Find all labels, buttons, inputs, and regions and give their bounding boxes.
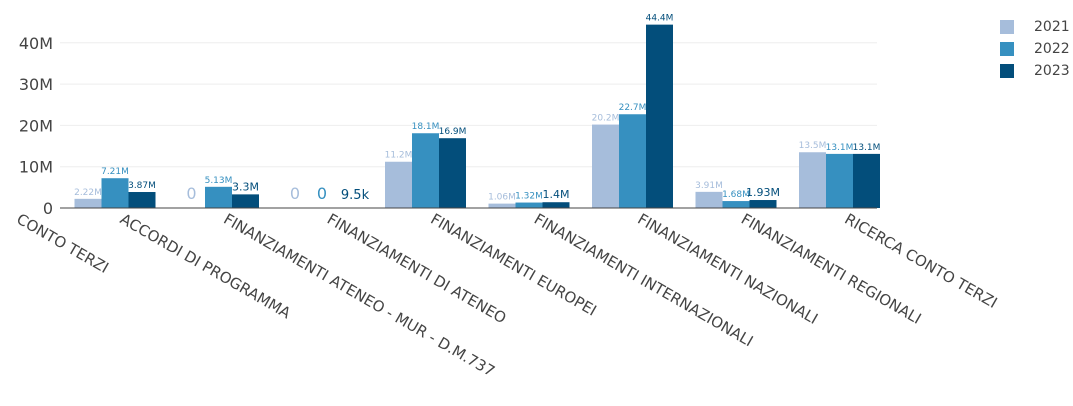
x-tick-label: FINANZIAMENTI NAZIONALI [635, 210, 822, 328]
data-label: 0 [317, 184, 327, 203]
x-tick-label: CONTO TERZI [14, 210, 112, 277]
legend-label-2023: 2023 [1034, 63, 1070, 79]
bar-2021-6 [592, 124, 619, 208]
y-tick-label: 0 [43, 199, 53, 218]
data-label: 18.1M [412, 122, 440, 132]
bar-2023-5 [542, 202, 570, 208]
data-label: 16.9M [439, 127, 467, 137]
data-label: 3.3M [232, 180, 259, 193]
bar-2022-1 [101, 178, 129, 208]
data-label: 22.7M [619, 103, 647, 113]
bar-2023-2 [232, 194, 259, 208]
bar-2022-2 [205, 186, 232, 208]
bar-2023-6 [646, 24, 673, 208]
bar-2022-8 [826, 153, 853, 208]
legend-label-2022: 2022 [1034, 41, 1070, 57]
bar-2023-7 [749, 200, 777, 208]
data-label: 2.22M [74, 188, 102, 198]
data-label: 1.93M [746, 186, 780, 199]
y-tick-label: 30M [19, 75, 53, 94]
legend: 2021 2022 2023 [1000, 16, 1070, 82]
legend-swatch-2023 [1000, 64, 1014, 78]
data-label: 1.4M [543, 188, 570, 201]
data-label: 9.5k [341, 188, 370, 203]
x-tick-label: FINANZIAMENTI DI ATENEO [324, 210, 509, 327]
data-label: 11.2M [385, 151, 413, 161]
bar-2022-7 [722, 201, 750, 208]
data-label: 7.21M [101, 167, 129, 177]
legend-item-2022[interactable]: 2022 [1000, 38, 1070, 60]
y-tick-label: 40M [19, 34, 53, 53]
data-label: 0 [290, 184, 300, 203]
legend-label-2021: 2021 [1034, 19, 1070, 35]
bar-2023-8 [853, 153, 880, 208]
data-label: 0 [186, 184, 196, 203]
legend-swatch-2021 [1000, 20, 1014, 34]
bar-2022-6 [619, 114, 646, 208]
data-label: 1.32M [515, 192, 543, 202]
x-tick-label: ACCORDI DI PROGRAMMA [117, 210, 294, 323]
legend-item-2021[interactable]: 2021 [1000, 16, 1070, 38]
data-label: 13.5M [799, 141, 827, 151]
bar-2021-1 [74, 198, 102, 208]
bar-2021-5 [488, 203, 516, 208]
legend-item-2023[interactable]: 2023 [1000, 60, 1070, 82]
x-tick-label: FINANZIAMENTI EUROPEI [428, 210, 600, 320]
bar-2023-1 [128, 192, 156, 208]
bar-2021-4 [385, 161, 412, 208]
x-tick-label: FINANZIAMENTI REGIONALI [738, 210, 924, 328]
bar-2021-7 [695, 191, 723, 208]
y-tick-label: 10M [19, 158, 53, 177]
y-tick-label: 20M [19, 116, 53, 135]
bar-2022-5 [515, 202, 543, 208]
data-label: 3.87M [128, 181, 156, 191]
data-label: 13.1M [826, 143, 854, 153]
data-label: 13.1M [853, 143, 881, 153]
data-label: 1.06M [488, 193, 516, 203]
bar-2022-4 [412, 133, 439, 208]
bar-2023-4 [439, 138, 466, 208]
data-label: 44.4M [646, 14, 674, 24]
data-label: 1.68M [722, 190, 750, 200]
x-tick-label: FINANZIAMENTI INTERNAZIONALI [531, 210, 756, 350]
data-label: 3.91M [695, 181, 723, 191]
data-label: 5.13M [205, 176, 233, 186]
data-label: 20.2M [592, 114, 620, 124]
legend-swatch-2022 [1000, 42, 1014, 56]
bar-2021-8 [799, 152, 826, 208]
